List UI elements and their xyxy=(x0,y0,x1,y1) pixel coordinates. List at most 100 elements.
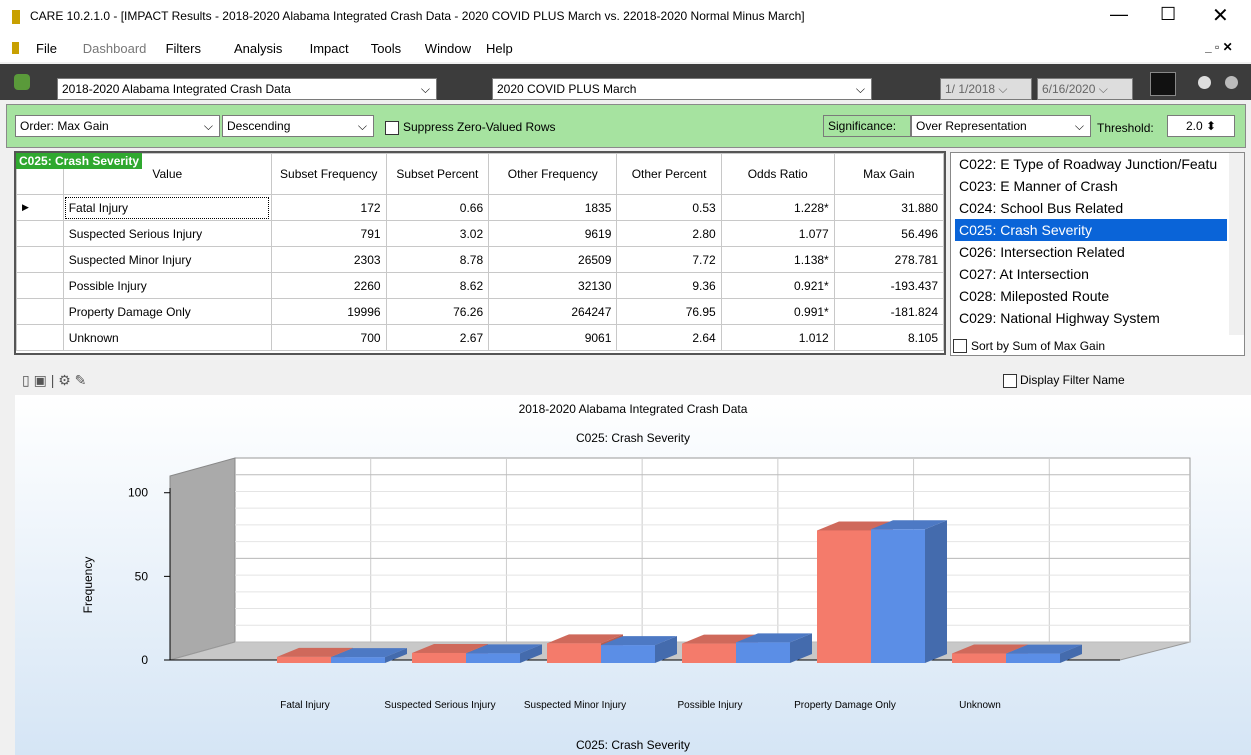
menu-item[interactable]: Impact xyxy=(309,41,349,56)
list-item[interactable]: C028: Mileposted Route xyxy=(959,288,1110,304)
bar xyxy=(736,642,790,663)
bar-side xyxy=(520,644,542,663)
chart-subtitle: C025: Crash Severity xyxy=(576,431,690,445)
cell: 1.012 xyxy=(720,324,835,351)
bar xyxy=(817,530,871,663)
cell: 8.62 xyxy=(385,272,490,299)
mdi-controls[interactable]: _ ▫ ✕ xyxy=(1205,40,1233,54)
sort-checkbox[interactable] xyxy=(953,339,967,353)
row-header: ▶ xyxy=(16,194,64,221)
data-row[interactable]: ▶ Fatal Injury 172 0.66 1835 0.53 1.228* 31.880 xyxy=(16,194,944,221)
app-icon xyxy=(12,10,20,24)
row-header xyxy=(16,246,64,273)
date-to-combo[interactable]: 6/16/2020 ⌵ xyxy=(1037,78,1133,100)
filter: 2020 COVID PLUS March xyxy=(497,82,637,96)
bar-top xyxy=(736,633,812,643)
display-filter-checkbox[interactable] xyxy=(1003,374,1017,388)
cell: 9619 xyxy=(488,220,618,247)
cell: Possible Injury xyxy=(62,272,272,299)
y-tick-label: 0 xyxy=(141,653,148,667)
bar-side xyxy=(790,633,812,663)
sort-label: Sort by Sum of Max Gain xyxy=(971,339,1106,353)
cell: 1.077 xyxy=(720,220,835,247)
direction-combo[interactable]: Descending ⌵ xyxy=(222,115,374,137)
list-item[interactable]: C024: School Bus Related xyxy=(959,200,1124,216)
bar xyxy=(952,653,1006,663)
list-item[interactable]: C025: Crash Severity xyxy=(955,219,1227,241)
menu-item[interactable]: Help xyxy=(486,41,513,56)
bar-top xyxy=(331,648,407,658)
menu-item[interactable]: Tools xyxy=(370,41,402,56)
cell: 1835 xyxy=(488,194,618,221)
data-row[interactable]: Property Damage Only 19996 76.26 264247 76.9… xyxy=(16,298,944,325)
row-header xyxy=(16,272,64,299)
cell: 8.78 xyxy=(385,246,490,273)
x-tick-label: Suspected Minor Injury xyxy=(524,700,626,711)
bar xyxy=(277,656,331,663)
cell: 7.72 xyxy=(616,246,722,273)
left-wall xyxy=(169,457,236,661)
list-item[interactable]: C022: E Type of Roadway Junction/Featu xyxy=(959,156,1218,172)
header-row: Value Subset Frequency Subset Percent Other… xyxy=(16,153,944,195)
database: 2018-2020 Alabama Integrated Crash Data xyxy=(62,82,291,96)
bar-top xyxy=(1006,644,1082,654)
bar-side xyxy=(925,520,947,663)
menu-item[interactable]: File xyxy=(36,41,57,56)
significance-label: Significance: xyxy=(823,115,911,137)
menu-item[interactable]: Window xyxy=(424,41,472,56)
bar-top xyxy=(952,644,1028,654)
date-from-combo[interactable]: 1/ 1/2018 ⌵ xyxy=(940,78,1032,100)
results-table: Value Subset Frequency Subset Percent Other… xyxy=(16,153,944,351)
x-tick-label: Fatal Injury xyxy=(280,700,329,711)
data-row[interactable]: Suspected Minor Injury 2303 8.78 26509 7.72 1… xyxy=(16,246,944,273)
cell: 19996 xyxy=(270,298,387,325)
data-row[interactable]: Unknown 700 2.67 9061 2.64 1.012 8.105 xyxy=(16,324,944,351)
list-item[interactable]: C029: National Highway System xyxy=(959,310,1160,326)
minimize[interactable]: — xyxy=(1110,4,1128,24)
cell: 0.921* xyxy=(720,272,835,299)
grid-caption: C025: Crash Severity xyxy=(16,153,143,169)
threshold-spinner[interactable]: 2.0 ⬍ xyxy=(1167,115,1235,137)
column-header: Other Percent xyxy=(616,153,722,195)
data-row[interactable]: Suspected Serious Injury 791 3.02 9619 2.80 1… xyxy=(16,220,944,247)
cell: 700 xyxy=(270,324,387,351)
cell: 1.228* xyxy=(720,194,835,221)
scrollbar[interactable] xyxy=(1229,153,1244,335)
cell: 76.26 xyxy=(385,298,490,325)
cell: Suspected Minor Injury xyxy=(62,246,272,273)
cell: 9.36 xyxy=(616,272,722,299)
database-combo[interactable]: 2018-2020 Alabama Integrated Crash Data ⌵ xyxy=(57,78,437,100)
list-item[interactable]: C026: Intersection Related xyxy=(959,244,1125,260)
significance-combo[interactable]: Over Representation ⌵ xyxy=(911,115,1091,137)
menu-item[interactable]: Dashboard xyxy=(82,41,147,56)
order-combo[interactable]: Order: Max Gain ⌵ xyxy=(15,115,220,137)
column-header: Max Gain xyxy=(833,153,944,195)
x-tick-label: Possible Injury xyxy=(677,700,742,711)
cell: 56.496 xyxy=(833,220,944,247)
display-filter-label: Display Filter Name xyxy=(1020,373,1125,387)
direction: Descending xyxy=(227,119,291,133)
globe-icon[interactable] xyxy=(1225,76,1238,89)
filter-combo[interactable]: 2020 COVID PLUS March ⌵ xyxy=(492,78,872,100)
row-header xyxy=(16,324,64,351)
cell: Property Damage Only xyxy=(62,298,272,325)
bar-top xyxy=(466,644,542,654)
x-tick-label: Property Damage Only xyxy=(794,700,896,711)
close[interactable]: ✕ xyxy=(1212,5,1229,27)
signal-icon[interactable] xyxy=(1150,72,1176,96)
cell: 9061 xyxy=(488,324,618,351)
list-item[interactable]: C027: At Intersection xyxy=(959,266,1089,282)
list-item[interactable]: C023: E Manner of Crash xyxy=(959,178,1118,194)
maximize[interactable]: ☐ xyxy=(1160,4,1177,24)
menu-item[interactable]: Filters xyxy=(165,41,201,56)
chart-tools[interactable]: ▯ ▣ | ⚙ ✎ xyxy=(22,372,87,388)
bar-top xyxy=(601,636,677,646)
data-row[interactable]: Possible Injury 2260 8.62 32130 9.36 0.921* -1… xyxy=(16,272,944,299)
suppress-checkbox[interactable] xyxy=(385,121,399,135)
cell: Suspected Serious Injury xyxy=(62,220,272,247)
bar xyxy=(331,657,385,663)
menu-bar: _ ▫ ✕ File Dashboard Filters Analysis Impact… xyxy=(0,34,1251,62)
cell: 0.991* xyxy=(720,298,835,325)
menu-item[interactable]: Analysis xyxy=(234,41,283,56)
info-icon[interactable] xyxy=(1198,76,1211,89)
